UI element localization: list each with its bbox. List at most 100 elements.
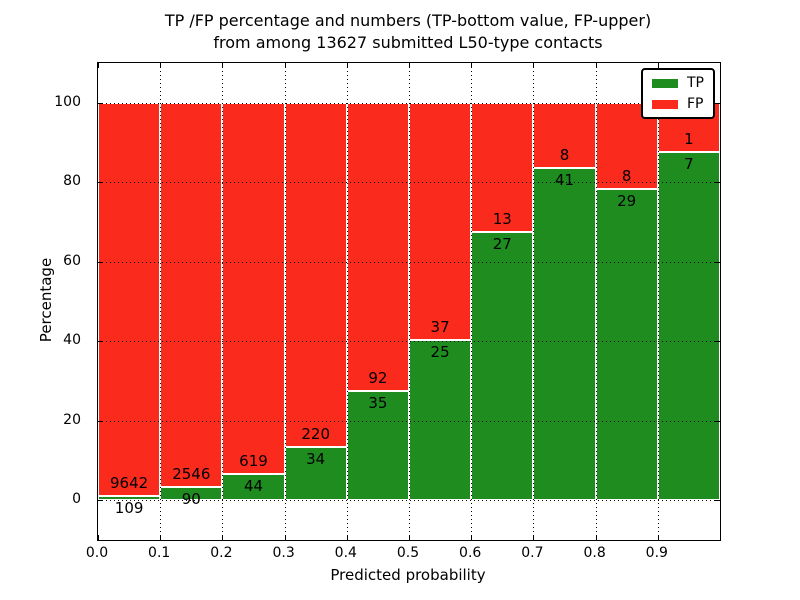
gridline-x-0.7 [533, 63, 535, 540]
x-tick-mark [98, 63, 99, 68]
y-tick-mark [98, 500, 103, 502]
x-tick-mark [160, 63, 162, 68]
fp-count-label: 37 [430, 317, 450, 336]
bar-tp-0.9-1.0 [657, 152, 720, 501]
x-tick-mark [284, 63, 286, 68]
gridline-x-0.4 [346, 63, 348, 540]
tp-color-swatch [652, 78, 678, 88]
bar-fp-0.2-0.3 [222, 102, 285, 474]
y-tick-mark [715, 500, 720, 502]
x-tick-mark [595, 63, 597, 68]
plot-area: TP FP 9642 109 2546 90 619 44 220 34 92 35 37 25 13 2… [97, 62, 721, 541]
fp-count-label: 619 [239, 451, 268, 470]
bar-tp-0.6-0.7 [471, 231, 534, 501]
y-tick-label: 80 [63, 173, 81, 190]
bar-fp-0.5-0.6 [409, 102, 472, 340]
x-tick-mark [657, 535, 659, 540]
gridline-x-0.1 [160, 63, 162, 540]
legend-item-fp: FP [652, 97, 704, 111]
x-tick-label: 0.6 [459, 545, 482, 561]
x-tick-mark [346, 535, 348, 540]
tp-count-label: 35 [368, 393, 388, 412]
x-tick-label: 0.5 [396, 545, 420, 561]
y-tick-mark [715, 341, 720, 343]
x-tick-label: 0.0 [85, 545, 109, 561]
y-tick-label: 100 [54, 93, 81, 110]
legend-label-tp: TP [687, 75, 704, 91]
bar-fp-0.0-0.1 [98, 102, 161, 496]
y-tick-mark [715, 420, 720, 422]
tp-count-label: 90 [181, 489, 201, 508]
x-tick-mark [284, 535, 286, 540]
x-axis-label: Predicted probability [330, 566, 486, 584]
x-tick-label: 0.7 [521, 545, 544, 561]
y-tick-label: 0 [72, 491, 81, 508]
x-tick-label: 0.8 [583, 545, 606, 561]
y-tick-mark [98, 261, 103, 263]
gridline-x-0.3 [284, 63, 286, 540]
y-tick-mark [98, 341, 103, 343]
x-tick-mark [533, 63, 535, 68]
tp-count-label: 29 [617, 191, 637, 210]
gridline-x-0.8 [595, 63, 597, 540]
x-tick-mark [409, 535, 410, 540]
legend-label-fp: FP [687, 96, 704, 112]
gridline-x-0.2 [222, 63, 224, 540]
bar-tp-0.0-0.1 [98, 495, 161, 501]
tp-count-label: 7 [684, 155, 694, 174]
fp-color-swatch [652, 99, 678, 109]
fp-count-label: 92 [368, 368, 388, 387]
y-tick-mark [98, 420, 103, 422]
fp-count-label: 8 [559, 145, 570, 164]
bar-tp-0.7-0.8 [533, 167, 596, 501]
y-tick-labels: 0 20 40 60 80 100 [0, 62, 89, 539]
x-tick-label: 0.2 [210, 545, 233, 561]
legend-item-tp: TP [652, 76, 704, 90]
x-tick-mark [346, 63, 348, 68]
tp-count-label: 27 [492, 234, 512, 253]
gridline-x-0.6 [471, 63, 473, 540]
gridline-x-0.5 [409, 63, 410, 540]
tp-count-label: 109 [114, 498, 144, 517]
x-tick-mark [409, 63, 410, 68]
x-tick-mark [471, 63, 473, 68]
fp-count-label: 13 [492, 209, 512, 228]
bar-tp-0.8-0.9 [595, 188, 658, 501]
x-tick-label: 0.4 [334, 545, 357, 561]
y-tick-label: 20 [63, 411, 81, 428]
y-tick-mark [98, 102, 103, 104]
x-tick-mark [595, 535, 597, 540]
x-tick-label: 0.9 [645, 545, 668, 561]
y-tick-label: 40 [63, 332, 81, 349]
fp-count-label: 2546 [172, 464, 211, 483]
chart-title-line1: TP /FP percentage and numbers (TP-bottom… [164, 11, 652, 30]
tp-count-label: 25 [430, 342, 450, 361]
y-tick-mark [98, 182, 103, 184]
x-tick-mark [160, 535, 162, 540]
gridline-x-0.9 [657, 63, 659, 540]
tp-count-label: 44 [243, 476, 264, 495]
chart-title: TP /FP percentage and numbers (TP-bottom… [97, 10, 719, 54]
bar-fp-0.3-0.4 [284, 102, 347, 448]
y-tick-mark [715, 261, 720, 263]
x-tick-label: 0.3 [272, 545, 295, 561]
fp-count-label: 8 [621, 166, 632, 185]
tp-count-label: 41 [554, 170, 575, 189]
x-tick-mark [98, 535, 99, 540]
chart-title-line2: from among 13627 submitted L50-type cont… [213, 33, 603, 52]
x-tick-mark [657, 63, 659, 68]
y-tick-mark [715, 102, 720, 104]
y-tick-label: 60 [63, 252, 81, 269]
x-tick-mark [222, 63, 224, 68]
x-tick-mark [533, 535, 535, 540]
fp-count-label: 1 [684, 130, 694, 149]
fp-count-label: 220 [301, 425, 331, 444]
bar-tp-0.3-0.4 [284, 447, 347, 501]
bar-tp-0.2-0.3 [222, 473, 285, 501]
y-tick-mark [715, 182, 720, 184]
x-tick-label: 0.1 [148, 545, 171, 561]
x-tick-mark [222, 535, 224, 540]
bar-fp-0.4-0.5 [346, 102, 409, 391]
tp-count-label: 34 [306, 450, 326, 469]
